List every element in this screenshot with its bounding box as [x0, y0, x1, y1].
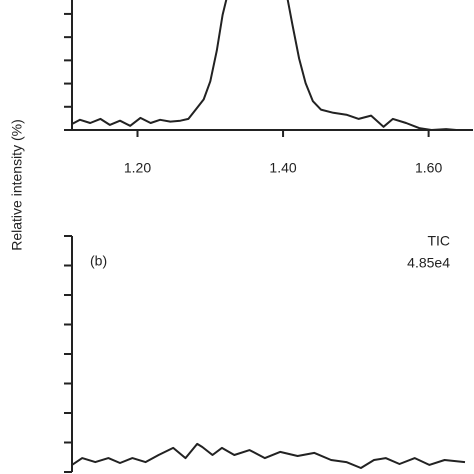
- data-line: [72, 0, 465, 131]
- data-line: [71, 442, 466, 469]
- x-tick-label: 1.20: [124, 160, 151, 176]
- annotation: (b): [90, 253, 107, 269]
- y-axis-label: Relative intensity (%): [9, 119, 25, 251]
- annotation: 4.85e4: [407, 255, 450, 271]
- annotation: TIC: [427, 233, 450, 249]
- x-tick-label: 1.60: [415, 160, 442, 176]
- x-tick-label: 1.40: [269, 160, 296, 176]
